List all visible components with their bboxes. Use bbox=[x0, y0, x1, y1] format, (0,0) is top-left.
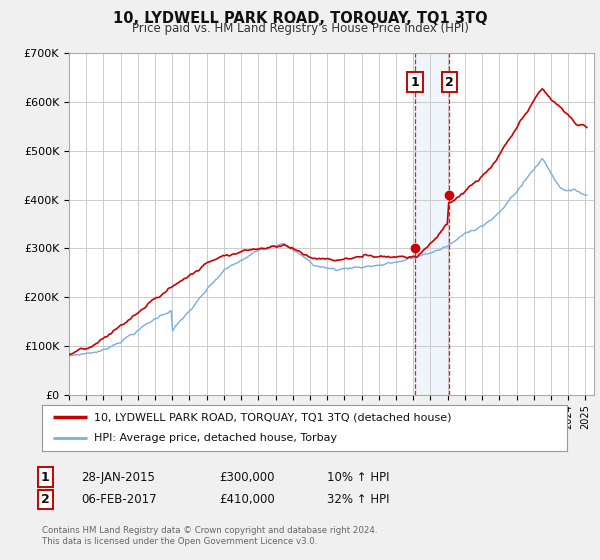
Text: £410,000: £410,000 bbox=[219, 493, 275, 506]
Text: Price paid vs. HM Land Registry's House Price Index (HPI): Price paid vs. HM Land Registry's House … bbox=[131, 22, 469, 35]
Text: 10, LYDWELL PARK ROAD, TORQUAY, TQ1 3TQ: 10, LYDWELL PARK ROAD, TORQUAY, TQ1 3TQ bbox=[113, 11, 487, 26]
Text: 28-JAN-2015: 28-JAN-2015 bbox=[81, 470, 155, 484]
Text: 10% ↑ HPI: 10% ↑ HPI bbox=[327, 470, 389, 484]
Text: 1: 1 bbox=[41, 470, 49, 484]
Text: 2: 2 bbox=[445, 76, 454, 88]
Text: 1: 1 bbox=[410, 76, 419, 88]
Bar bbox=[415, 53, 449, 395]
Text: 2: 2 bbox=[41, 493, 49, 506]
Text: HPI: Average price, detached house, Torbay: HPI: Average price, detached house, Torb… bbox=[95, 433, 338, 444]
Text: Contains HM Land Registry data © Crown copyright and database right 2024.
This d: Contains HM Land Registry data © Crown c… bbox=[42, 526, 377, 546]
Text: 10, LYDWELL PARK ROAD, TORQUAY, TQ1 3TQ (detached house): 10, LYDWELL PARK ROAD, TORQUAY, TQ1 3TQ … bbox=[95, 412, 452, 422]
Text: 32% ↑ HPI: 32% ↑ HPI bbox=[327, 493, 389, 506]
Text: 06-FEB-2017: 06-FEB-2017 bbox=[81, 493, 157, 506]
Text: £300,000: £300,000 bbox=[219, 470, 275, 484]
